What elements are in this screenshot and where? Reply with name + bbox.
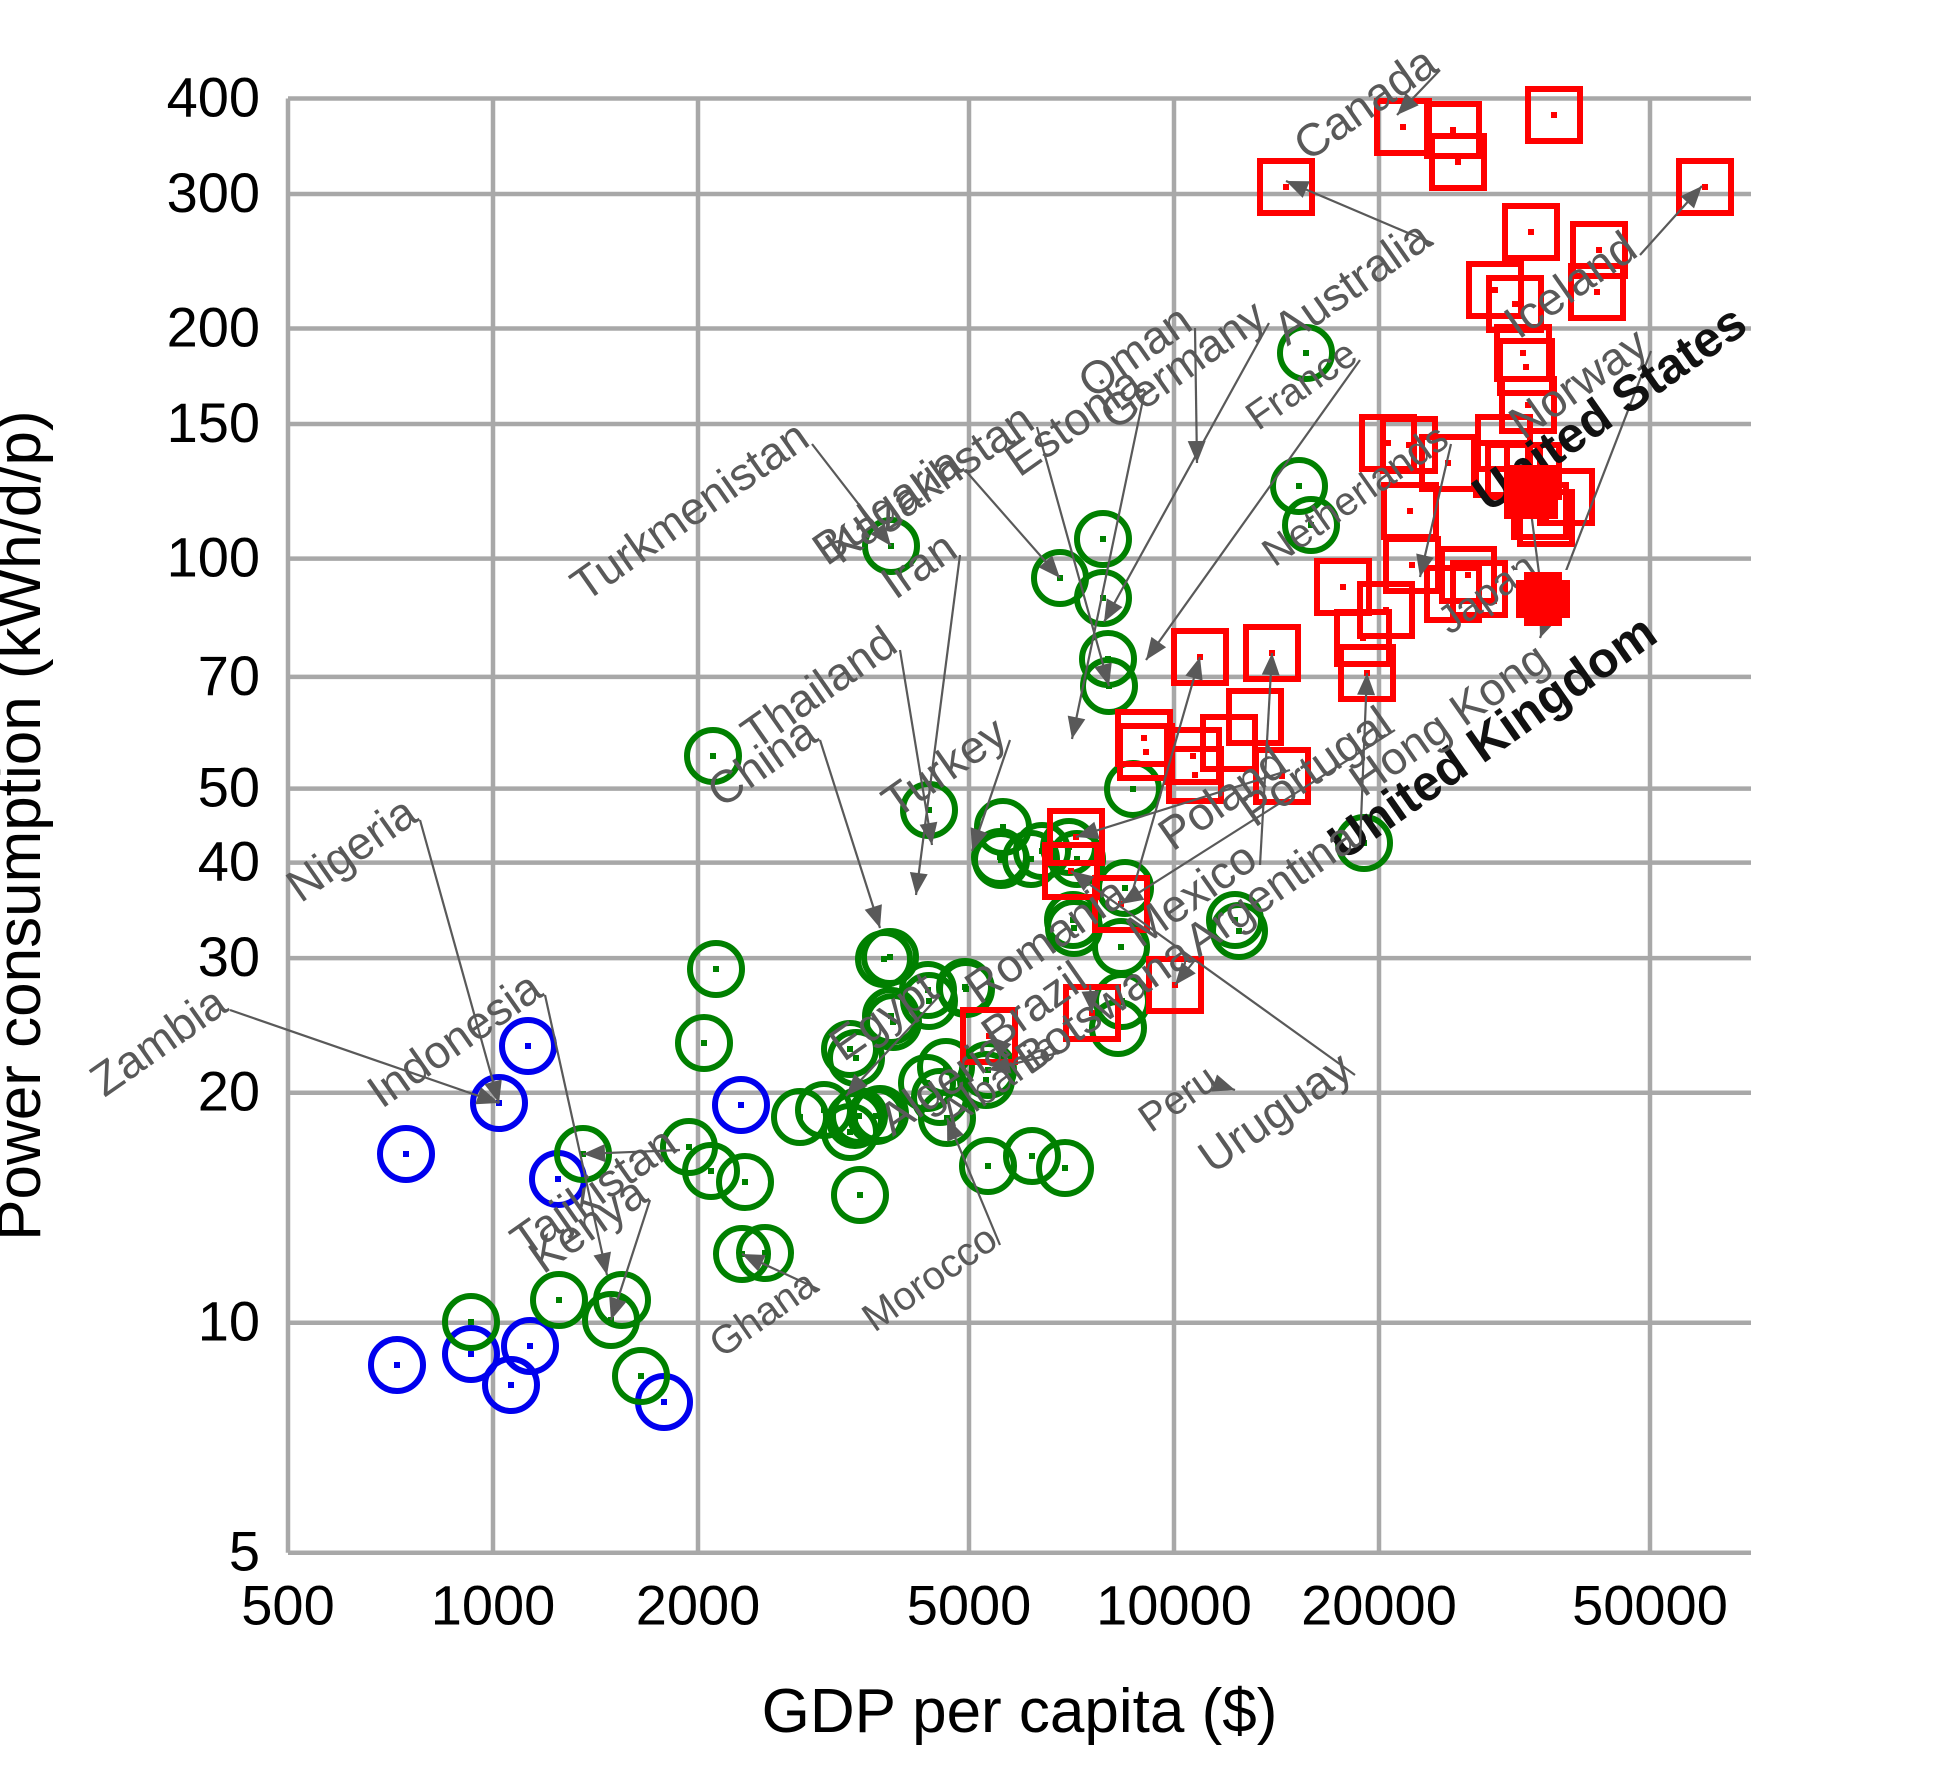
svg-text:100: 100 xyxy=(167,526,260,589)
svg-text:40: 40 xyxy=(198,830,260,893)
svg-text:10: 10 xyxy=(198,1290,260,1353)
svg-text:1000: 1000 xyxy=(431,1574,556,1637)
svg-text:200: 200 xyxy=(167,296,260,359)
svg-text:Power consumption (kWh/d/p): Power consumption (kWh/d/p) xyxy=(0,410,54,1240)
svg-text:300: 300 xyxy=(167,161,260,224)
svg-text:150: 150 xyxy=(167,391,260,454)
svg-text:10000: 10000 xyxy=(1096,1574,1252,1637)
svg-text:2000: 2000 xyxy=(636,1574,761,1637)
svg-text:20: 20 xyxy=(198,1060,260,1123)
svg-text:50: 50 xyxy=(198,756,260,819)
svg-text:400: 400 xyxy=(167,66,260,129)
svg-text:70: 70 xyxy=(198,644,260,707)
svg-text:5: 5 xyxy=(229,1520,260,1583)
svg-text:5000: 5000 xyxy=(907,1574,1032,1637)
svg-text:500: 500 xyxy=(241,1574,334,1637)
svg-text:GDP per capita ($): GDP per capita ($) xyxy=(762,1677,1278,1746)
svg-text:20000: 20000 xyxy=(1301,1574,1457,1637)
svg-text:50000: 50000 xyxy=(1572,1574,1728,1637)
